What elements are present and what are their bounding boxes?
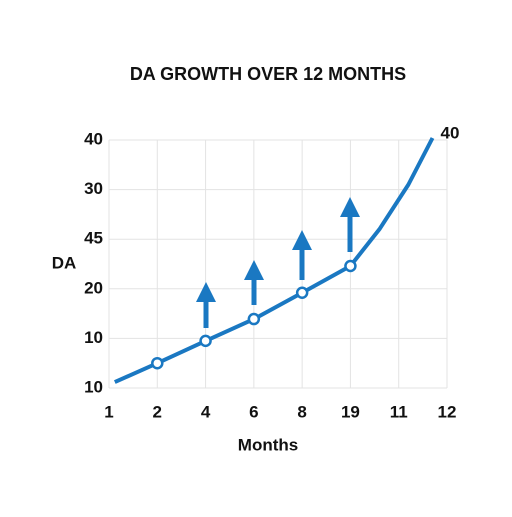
chart-title: DA GROWTH OVER 12 MONTHS bbox=[130, 64, 406, 84]
x-tick-label: 1 bbox=[104, 402, 113, 421]
point bbox=[151, 356, 164, 370]
y-tick-label: 10 bbox=[84, 377, 103, 396]
point bbox=[247, 312, 261, 326]
x-tick-label: 19 bbox=[341, 402, 360, 421]
y-tick-label: 30 bbox=[84, 179, 103, 198]
point bbox=[295, 286, 309, 300]
x-tick-label: 4 bbox=[201, 402, 211, 421]
y-tick-label: 20 bbox=[84, 278, 103, 297]
x-tick-label: 11 bbox=[390, 402, 408, 421]
line bbox=[113, 137, 435, 384]
y-tick-label: 45 bbox=[84, 229, 103, 248]
x-tick-label: 6 bbox=[249, 402, 258, 421]
x-axis-label: Months bbox=[238, 435, 298, 454]
y-tick-label: 40 bbox=[84, 129, 103, 148]
y-tick-label: 10 bbox=[84, 328, 103, 347]
x-tick-label: 12 bbox=[438, 402, 457, 421]
x-tick-label: 2 bbox=[153, 402, 162, 421]
point bbox=[344, 259, 357, 273]
x-tick-label: 8 bbox=[297, 402, 306, 421]
point bbox=[199, 334, 212, 348]
end-label: 40 bbox=[441, 124, 460, 143]
arrows bbox=[196, 197, 360, 328]
y-axis-label: DA bbox=[52, 253, 77, 272]
